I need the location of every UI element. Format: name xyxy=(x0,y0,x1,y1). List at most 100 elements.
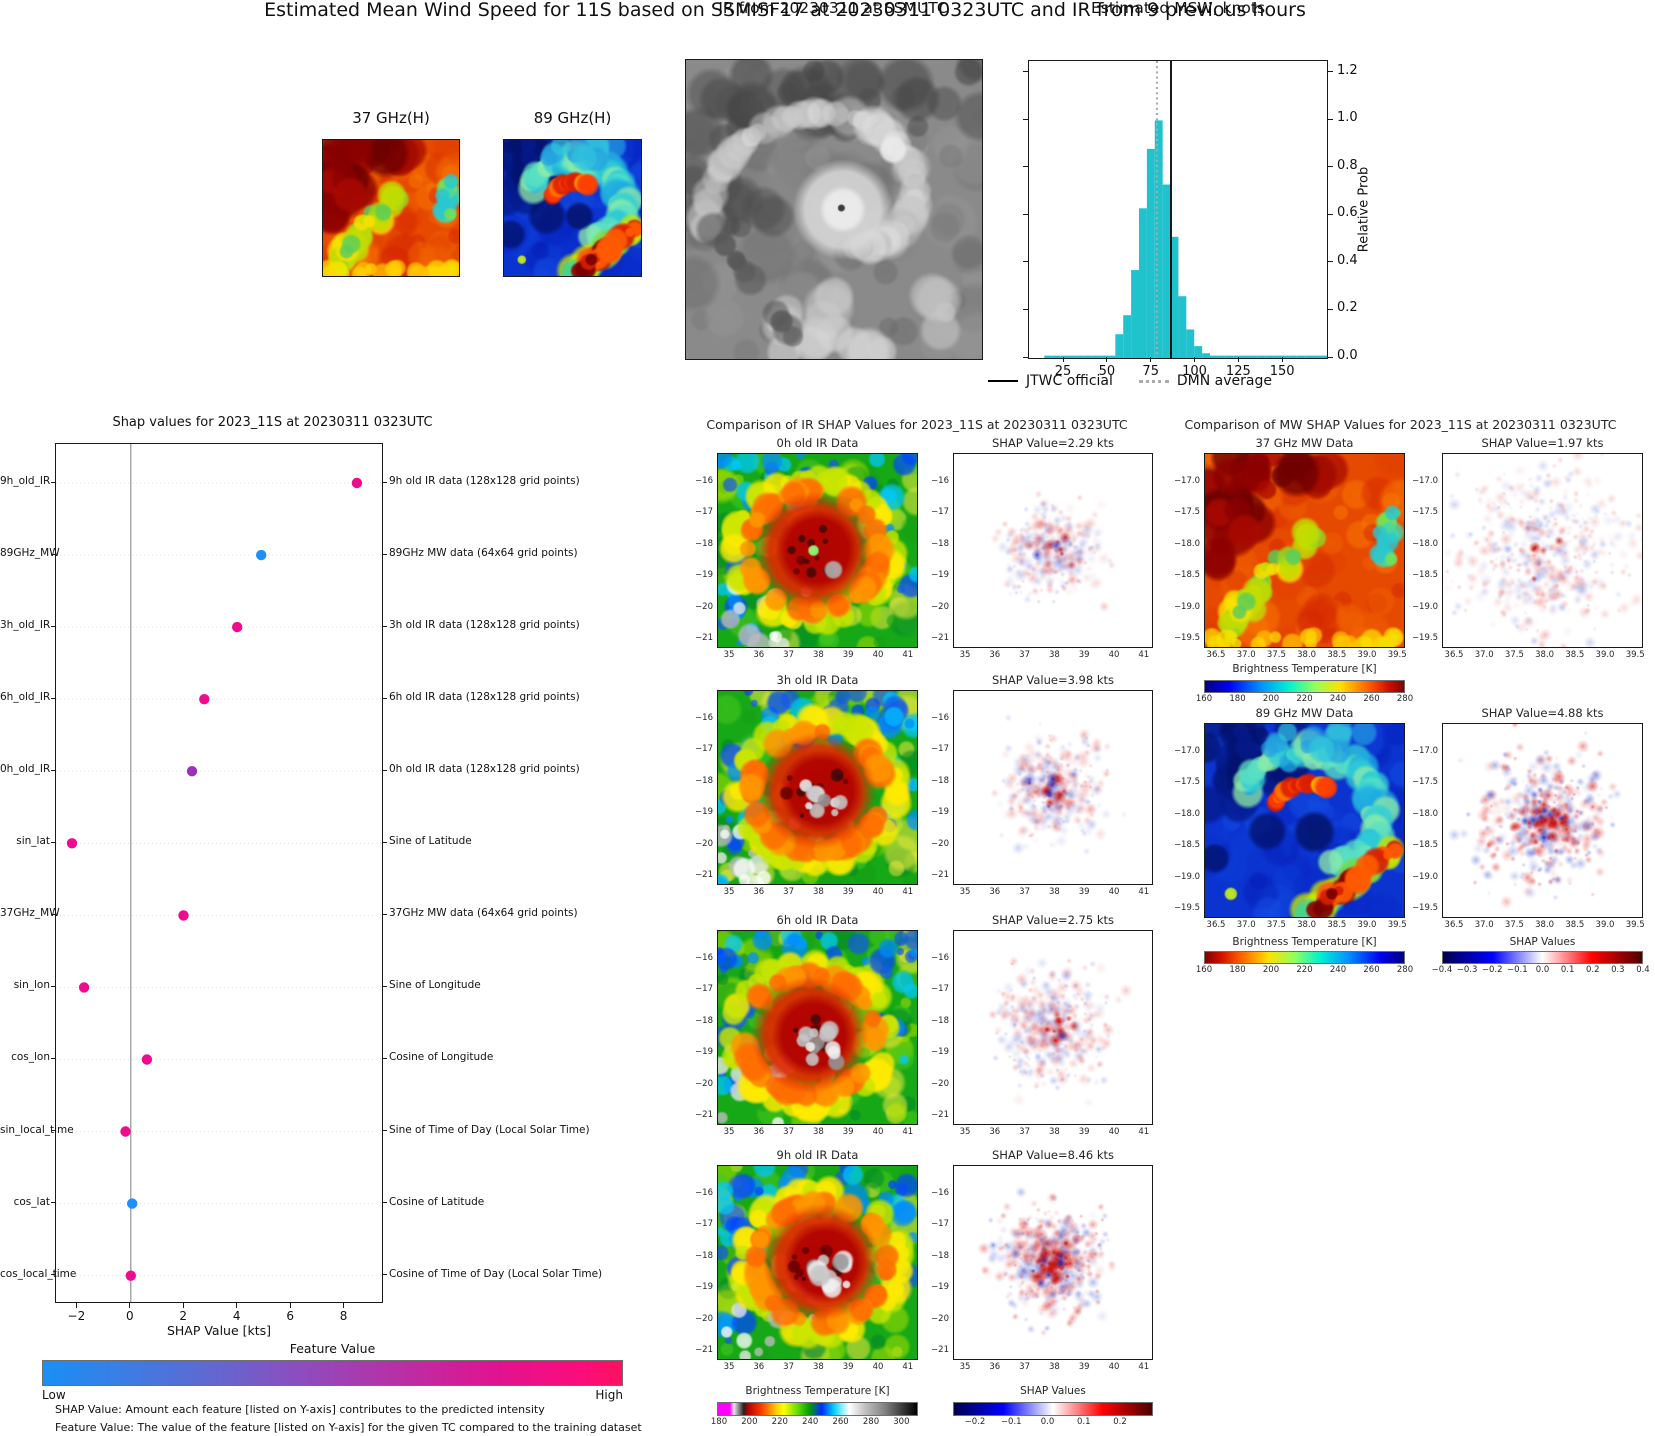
tick-label: 35 xyxy=(959,1127,971,1137)
colorbar-tick-label: −0.1 xyxy=(1507,965,1528,975)
shap-xtick-label: 4 xyxy=(232,1309,241,1323)
tick-mark xyxy=(383,841,387,843)
tick-mark xyxy=(51,1130,55,1132)
legend-label: DMN average xyxy=(1176,373,1272,389)
shap-feature-label: cos_local_time xyxy=(0,1267,77,1280)
legend-label: JTWC official xyxy=(1025,373,1113,389)
tick-label: −19 xyxy=(931,1047,949,1058)
tick-mark xyxy=(1023,71,1028,73)
histogram-xtick-label: 125 xyxy=(1225,364,1251,379)
tick-label: −18.0 xyxy=(1173,808,1200,819)
tick-label: −19.0 xyxy=(1173,601,1200,612)
shap-feature-description: 3h old IR data (128x128 grid points) xyxy=(389,619,580,632)
tick-label: 39.0 xyxy=(1357,920,1377,930)
tick-mark xyxy=(289,1303,291,1308)
ir-row-0-data-title: 0h old IR Data xyxy=(776,436,859,450)
colorbar-tick-label: 0.1 xyxy=(1560,965,1575,975)
tick-mark xyxy=(1023,118,1028,120)
tick-label: −21 xyxy=(695,633,713,643)
ir-shap-colorbar xyxy=(953,1402,1153,1416)
tick-label: 38 xyxy=(812,1362,824,1372)
shap-xlabel: SHAP Value [kts] xyxy=(166,1323,272,1338)
mw89-thumbnail-image xyxy=(504,140,641,276)
tick-label: −18.5 xyxy=(1173,840,1200,851)
tick-mark xyxy=(383,1202,387,1204)
ir-row-1-shap-title: SHAP Value=3.98 kts xyxy=(991,673,1115,687)
colorbar-tick-label: 260 xyxy=(1363,965,1380,975)
tick-label: 39 xyxy=(1078,1362,1090,1372)
ir-overview-title: IR from 20230311 at SSMUTC xyxy=(718,0,948,17)
tick-label: 41 xyxy=(902,650,914,660)
tick-label: −18 xyxy=(695,538,713,549)
tick-label: −16 xyxy=(931,1188,949,1198)
ir-row-1-data-title: 3h old IR Data xyxy=(776,673,859,687)
tick-label: 39.5 xyxy=(1625,650,1645,660)
tick-mark xyxy=(51,625,55,627)
shap-feature-label: sin_lat xyxy=(16,835,50,848)
tick-label: −21 xyxy=(931,1345,949,1355)
tick-label: 38 xyxy=(812,650,824,660)
tick-label: −17 xyxy=(695,984,713,995)
legend-item: JTWC official xyxy=(987,373,1113,389)
colorbar-tick-label: 180 xyxy=(710,1417,728,1427)
tick-mark xyxy=(383,769,387,771)
colorbar-tick-label: 160 xyxy=(1195,965,1213,975)
colorbar-tick-label: 240 xyxy=(802,1417,819,1427)
colorbar-tick-label: 0.2 xyxy=(1113,1417,1127,1427)
histogram-legend: JTWC official DMN average xyxy=(950,370,1310,392)
tick-label: −18 xyxy=(695,1250,713,1261)
tick-label: 36.5 xyxy=(1444,650,1464,660)
shap-feature-description: 0h old IR data (128x128 grid points) xyxy=(389,763,580,776)
tick-label: 37 xyxy=(783,887,794,897)
colorbar-tick-label: 280 xyxy=(1396,694,1414,704)
mw-row-0-shap-map xyxy=(1442,453,1643,648)
tick-label: 39.0 xyxy=(1357,650,1377,660)
ir-bt-colorbar xyxy=(717,1402,918,1416)
mw37-thumb-label: 37 GHz(H) xyxy=(352,109,430,127)
shap-plot-title: Shap values for 2023_11S at 20230311 032… xyxy=(112,415,433,430)
tick-mark xyxy=(383,985,387,987)
ir-row-3-data-map xyxy=(717,1165,918,1360)
ir-row-1-shap-map xyxy=(953,690,1153,885)
tick-label: 40 xyxy=(1108,1362,1120,1372)
tick-label: −21 xyxy=(931,633,949,643)
ir-row-1-shap-image xyxy=(954,691,1152,884)
tick-label: −19.5 xyxy=(1411,633,1438,643)
tick-label: 38.0 xyxy=(1297,920,1317,930)
tick-label: 37.5 xyxy=(1504,920,1524,930)
histogram-ytick-label: 0.0 xyxy=(1337,348,1358,363)
shap-feature-label: cos_lat xyxy=(13,1195,50,1208)
tick-mark xyxy=(182,1303,184,1308)
tick-mark xyxy=(236,1303,238,1308)
tick-mark xyxy=(383,1130,387,1132)
tick-mark xyxy=(383,625,387,627)
tick-label: 41 xyxy=(1138,650,1150,660)
tick-label: 38 xyxy=(1048,1362,1060,1372)
tick-mark xyxy=(1328,71,1333,73)
tick-label: 40 xyxy=(872,1362,884,1372)
tick-label: 36.5 xyxy=(1444,920,1464,930)
tick-label: 39.5 xyxy=(1625,920,1645,930)
tick-mark xyxy=(51,769,55,771)
tick-label: 39.5 xyxy=(1387,650,1407,660)
tick-label: −20 xyxy=(931,1078,949,1089)
histogram-xtick-label: 50 xyxy=(1098,364,1116,379)
ir-row-3-shap-map xyxy=(953,1165,1153,1360)
tick-label: −20 xyxy=(695,601,713,612)
histogram-ytick-label: 1.2 xyxy=(1337,62,1358,78)
colorbar-tick-label: 220 xyxy=(1296,694,1313,704)
tick-mark xyxy=(1237,357,1239,362)
tick-mark xyxy=(1328,261,1333,263)
tick-label: 39 xyxy=(1078,1127,1090,1137)
shap-feature-description: 9h old IR data (128x128 grid points) xyxy=(389,475,580,487)
tick-label: −18.0 xyxy=(1411,808,1438,819)
tick-mark xyxy=(1062,357,1064,362)
tick-label: −18.0 xyxy=(1173,538,1200,549)
ir-row-2-shap-map xyxy=(953,930,1153,1125)
colorbar-tick-label: 280 xyxy=(1396,965,1414,975)
tick-label: −18.5 xyxy=(1411,840,1438,851)
tick-mark xyxy=(343,1303,345,1308)
tick-label: −20 xyxy=(695,838,713,849)
tick-label: 40 xyxy=(872,1127,884,1137)
tick-label: −17 xyxy=(695,744,713,755)
